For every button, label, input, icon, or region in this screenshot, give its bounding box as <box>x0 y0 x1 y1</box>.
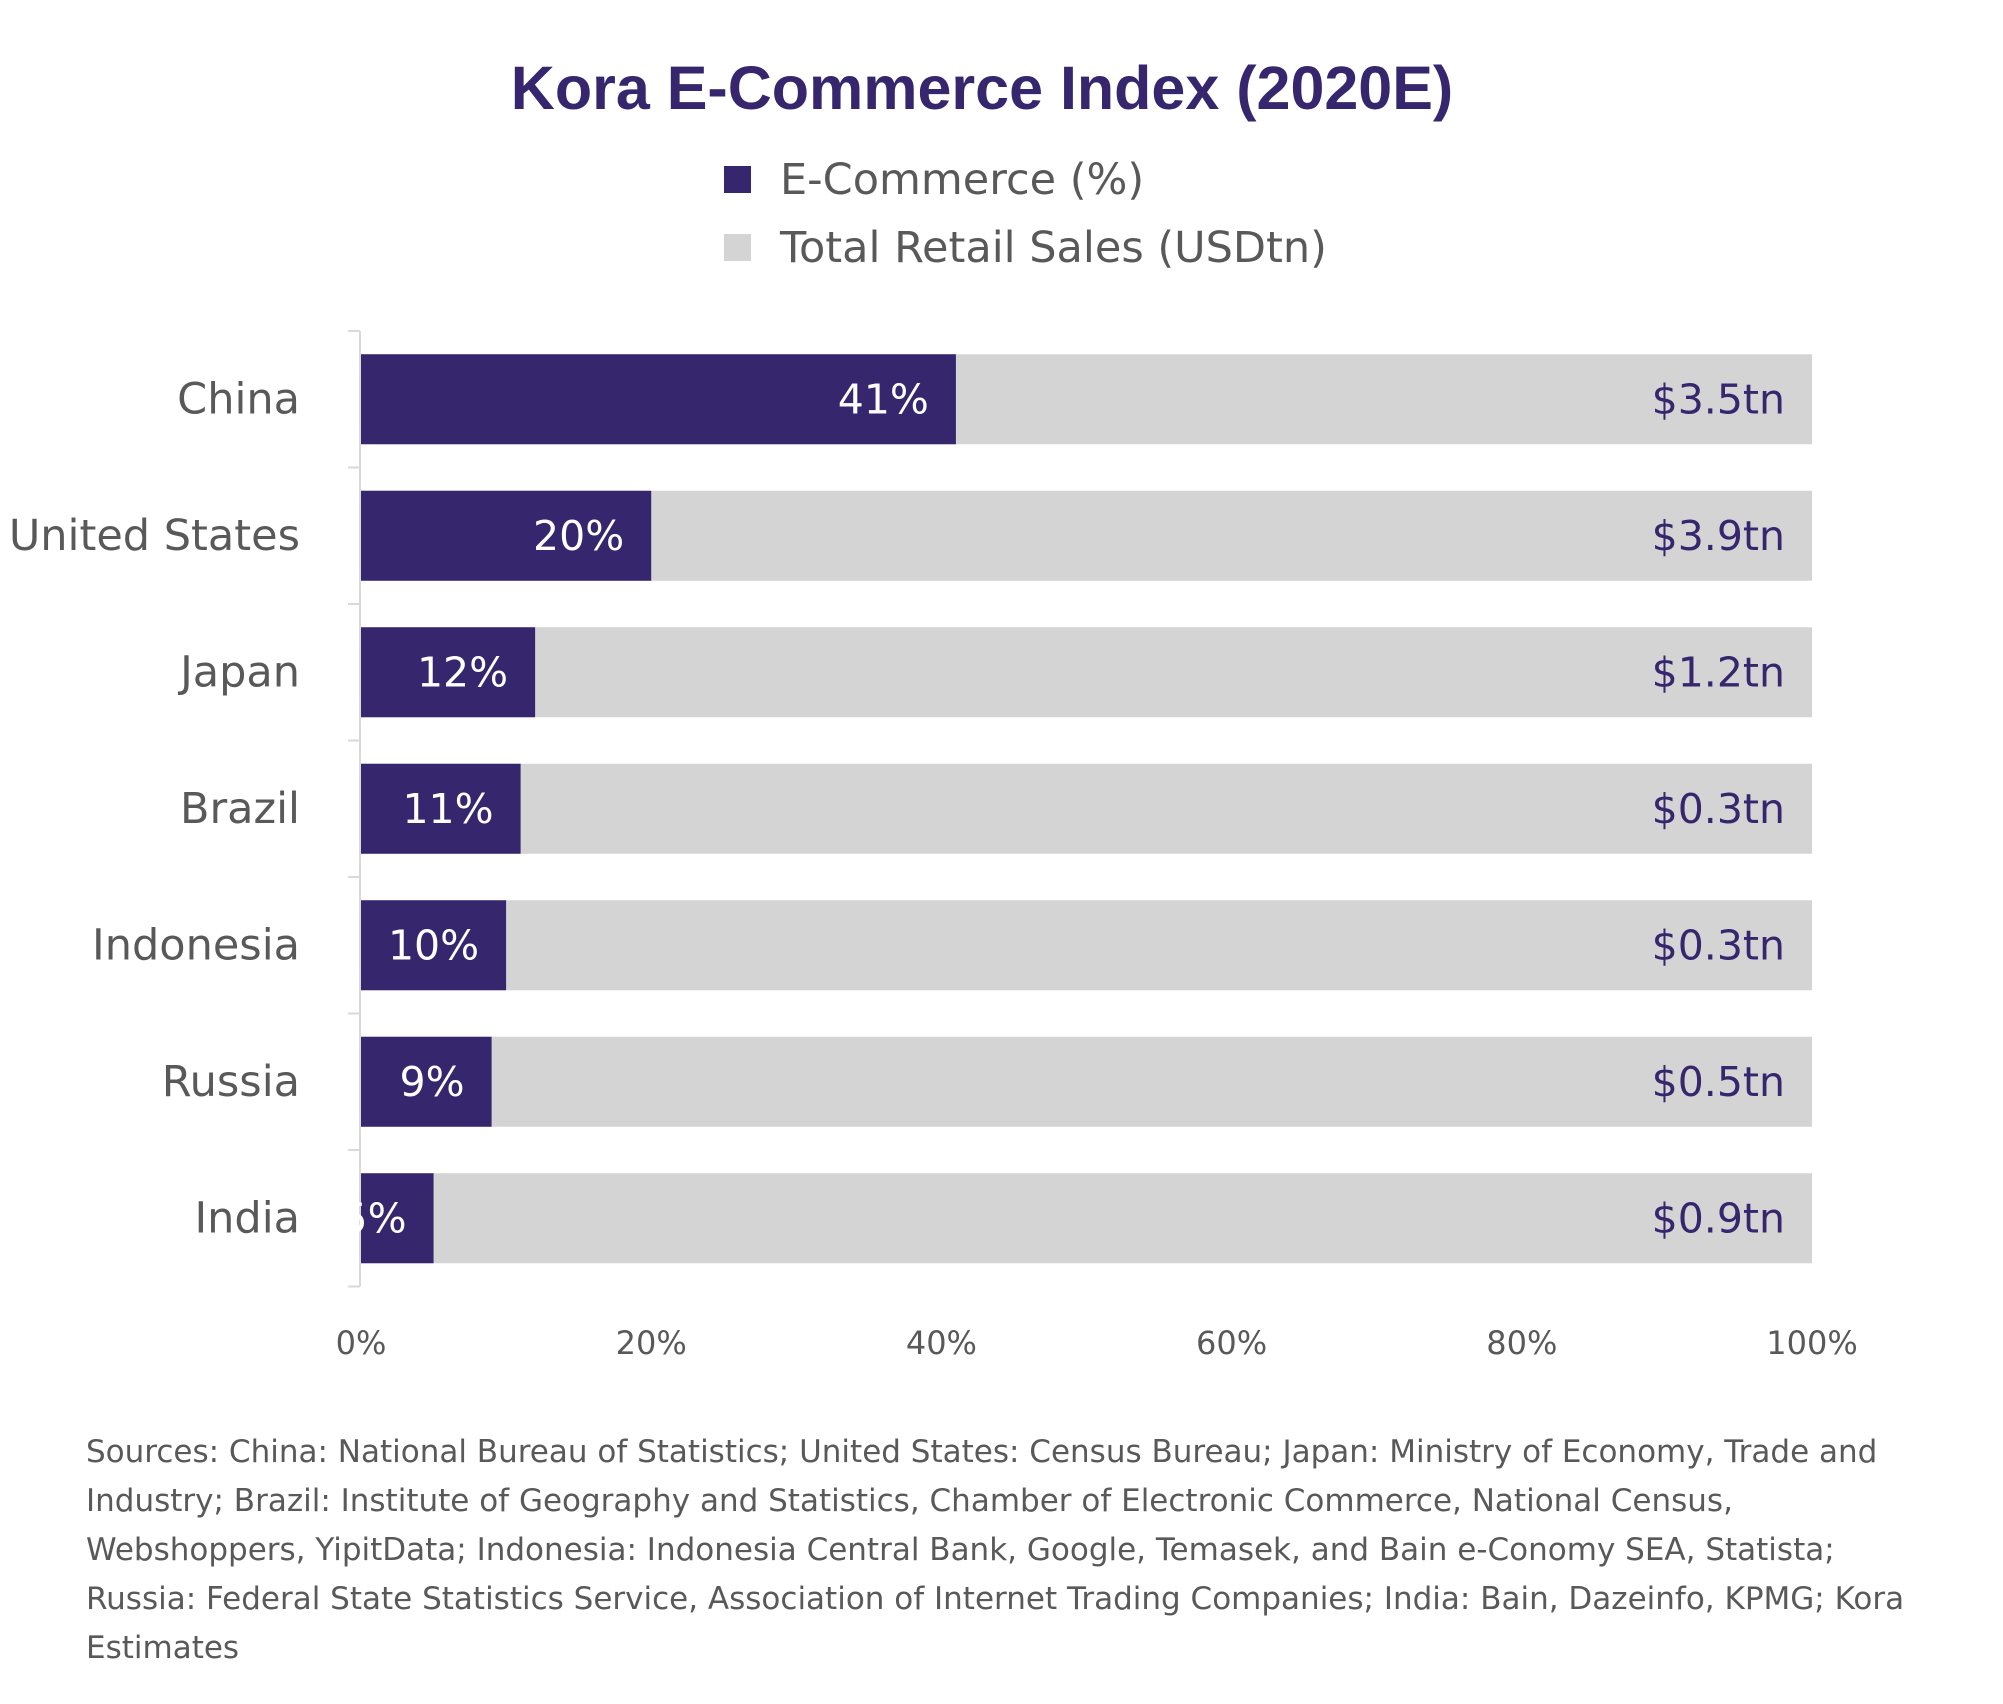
legend-item-ecommerce: E-Commerce (%) <box>724 150 1364 218</box>
x-tick-label: 80% <box>1486 1324 1557 1362</box>
data-label-retail-sales: $3.9tn <box>1652 512 1785 560</box>
data-label-retail-sales: $0.5tn <box>1652 1058 1785 1106</box>
x-tick-label: 0% <box>336 1324 387 1362</box>
legend-item-retail-sales: Total Retail Sales (USDtn) <box>724 218 1364 286</box>
x-tick-label: 40% <box>906 1324 977 1362</box>
data-label-ecommerce: 11% <box>402 785 493 833</box>
bar-ecommerce <box>361 1036 492 1127</box>
bar-retail-sales <box>361 1173 1812 1264</box>
category-label: Brazil <box>180 784 300 834</box>
category-label: Indonesia <box>92 920 300 970</box>
data-label-ecommerce: 41% <box>838 375 929 423</box>
bar-ecommerce <box>361 1173 434 1264</box>
bar-retail-sales <box>361 1036 1812 1127</box>
legend-label-retail-sales: Total Retail Sales (USDtn) <box>780 223 1327 273</box>
x-tick-label: 60% <box>1196 1324 1267 1362</box>
data-label-ecommerce: 20% <box>533 512 624 560</box>
sources-footnote: Sources: China: National Bureau of Stati… <box>86 1434 1905 1666</box>
data-label-retail-sales: $1.2tn <box>1652 648 1785 696</box>
bar-ecommerce <box>361 627 536 718</box>
category-label: United States <box>9 511 300 561</box>
data-label-retail-sales: $0.3tn <box>1652 921 1785 969</box>
category-label: India <box>194 1193 300 1243</box>
bar-retail-sales <box>361 900 1812 991</box>
data-label-retail-sales: $0.9tn <box>1652 1194 1785 1242</box>
category-label: Japan <box>177 647 300 697</box>
data-label-ecommerce: 12% <box>417 648 508 696</box>
chart-title: Kora E-Commerce Index (2020E) <box>510 54 1454 122</box>
x-tick-label: 100% <box>1766 1324 1857 1362</box>
category-label: China <box>177 374 300 424</box>
legend-swatch-retail-sales <box>724 234 751 261</box>
data-label-ecommerce: 5% <box>342 1194 407 1242</box>
bar-ecommerce <box>361 490 652 581</box>
chart-legend: E-Commerce (%) Total Retail Sales (USDtn… <box>724 150 1364 286</box>
bar-ecommerce <box>361 900 507 991</box>
bar-ecommerce <box>361 354 956 445</box>
x-tick-label: 20% <box>616 1324 687 1362</box>
bar-chart-plot: China 41% $3.5tn United States 20% $3.9tn Japa… <box>9 330 1858 1362</box>
data-label-retail-sales: $0.3tn <box>1652 785 1785 833</box>
data-label-ecommerce: 10% <box>388 921 479 969</box>
legend-label-ecommerce: E-Commerce (%) <box>780 155 1145 205</box>
category-label: Russia <box>162 1057 300 1107</box>
data-label-ecommerce: 9% <box>400 1058 465 1106</box>
bar-ecommerce <box>361 763 521 854</box>
bar-retail-sales <box>361 627 1812 718</box>
data-label-retail-sales: $3.5tn <box>1652 375 1785 423</box>
legend-swatch-ecommerce <box>724 166 751 193</box>
bar-retail-sales <box>361 763 1812 854</box>
